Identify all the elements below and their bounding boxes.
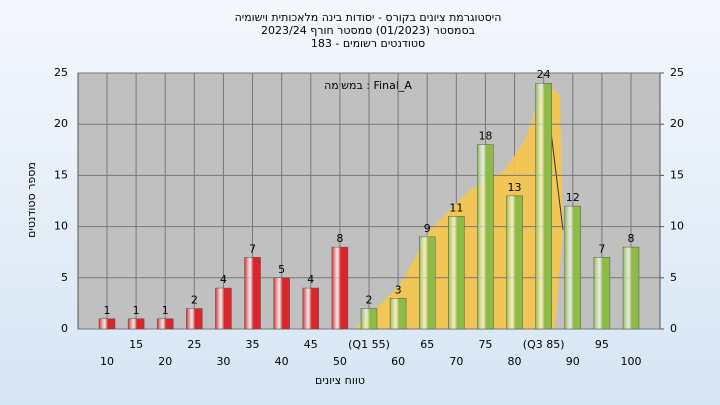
data-label: 4 bbox=[307, 273, 314, 286]
data-label: 2 bbox=[366, 294, 373, 307]
x-tick-label: 30 bbox=[216, 355, 230, 368]
annotation: במשימה : Final_A bbox=[324, 79, 412, 92]
y2-tick-label: 15 bbox=[670, 168, 684, 181]
bar bbox=[186, 308, 203, 330]
y-tick-label: 0 bbox=[61, 322, 68, 335]
data-label: 8 bbox=[336, 232, 343, 245]
data-label: 12 bbox=[566, 191, 580, 204]
data-label: 7 bbox=[598, 242, 605, 255]
x-tick-label: 80 bbox=[508, 355, 522, 368]
bar bbox=[360, 308, 378, 330]
bar bbox=[273, 277, 290, 330]
data-label: 7 bbox=[249, 242, 256, 255]
data-label: 1 bbox=[133, 304, 140, 317]
x-tick-label: 90 bbox=[566, 355, 580, 368]
bar bbox=[506, 195, 523, 330]
bar bbox=[389, 298, 407, 330]
bar bbox=[535, 82, 552, 330]
data-label: 9 bbox=[424, 222, 431, 235]
y-tick-label: 5 bbox=[61, 271, 68, 284]
x-tick-label: 50 bbox=[333, 355, 347, 368]
bar bbox=[302, 287, 320, 330]
y2-tick-label: 0 bbox=[670, 322, 677, 335]
bar bbox=[98, 318, 116, 330]
chart-title: היסטוגרמת ציונים בקורס - יסודות בינה מלא… bbox=[235, 11, 502, 24]
x-tick-label: 10 bbox=[100, 355, 114, 368]
x-tick-label: (Q1 55) bbox=[348, 338, 390, 351]
data-label: 24 bbox=[537, 68, 551, 81]
y-tick-label: 15 bbox=[54, 168, 68, 181]
data-label: 2 bbox=[191, 294, 198, 307]
bar bbox=[244, 257, 261, 330]
x-tick-label: 20 bbox=[158, 355, 172, 368]
x-tick-label: 60 bbox=[391, 355, 405, 368]
data-label: 1 bbox=[162, 304, 169, 317]
data-label: 8 bbox=[628, 232, 635, 245]
x-tick-label: 35 bbox=[246, 338, 260, 351]
y2-tick-label: 5 bbox=[670, 271, 677, 284]
bar bbox=[156, 318, 174, 330]
y-tick-label: 10 bbox=[54, 220, 68, 233]
data-label: 11 bbox=[449, 201, 463, 214]
x-tick-label: 75 bbox=[478, 338, 492, 351]
x-tick-label: 25 bbox=[187, 338, 201, 351]
data-label: 13 bbox=[508, 181, 522, 194]
bar bbox=[215, 287, 232, 330]
x-tick-label: (Q3 85) bbox=[523, 338, 565, 351]
data-label: 18 bbox=[478, 130, 492, 143]
bar bbox=[448, 216, 465, 330]
y2-tick-label: 25 bbox=[670, 66, 684, 79]
x-tick-label: 95 bbox=[595, 338, 609, 351]
bar bbox=[331, 246, 349, 330]
chart-subtitle: בסמסטר (01/2023) סמסטר חורף 2023/24 bbox=[261, 24, 475, 37]
data-label: 4 bbox=[220, 273, 227, 286]
x-tick-label: 70 bbox=[449, 355, 463, 368]
bar bbox=[127, 318, 145, 330]
x-tick-label: 15 bbox=[129, 338, 143, 351]
y-axis-title: מספר סטודנטים bbox=[25, 162, 38, 238]
x-tick-label: 45 bbox=[304, 338, 318, 351]
x-tick-label: 65 bbox=[420, 338, 434, 351]
data-label: 5 bbox=[278, 263, 285, 276]
y2-tick-label: 10 bbox=[670, 220, 684, 233]
bar bbox=[622, 246, 640, 330]
bar bbox=[418, 236, 436, 330]
x-tick-label: 100 bbox=[621, 355, 642, 368]
data-label: 1 bbox=[104, 304, 111, 317]
data-label: 3 bbox=[395, 283, 402, 296]
x-tick-label: 40 bbox=[275, 355, 289, 368]
x-axis-title: טווח ציונים bbox=[315, 374, 365, 387]
bar bbox=[477, 144, 494, 330]
y2-tick-label: 20 bbox=[670, 117, 684, 130]
chart-subtitle: סטודנטים רשומים - 183 bbox=[311, 37, 425, 50]
y-tick-label: 20 bbox=[54, 117, 68, 130]
bar bbox=[564, 205, 582, 330]
bar bbox=[593, 257, 611, 330]
y-tick-label: 25 bbox=[54, 66, 68, 79]
